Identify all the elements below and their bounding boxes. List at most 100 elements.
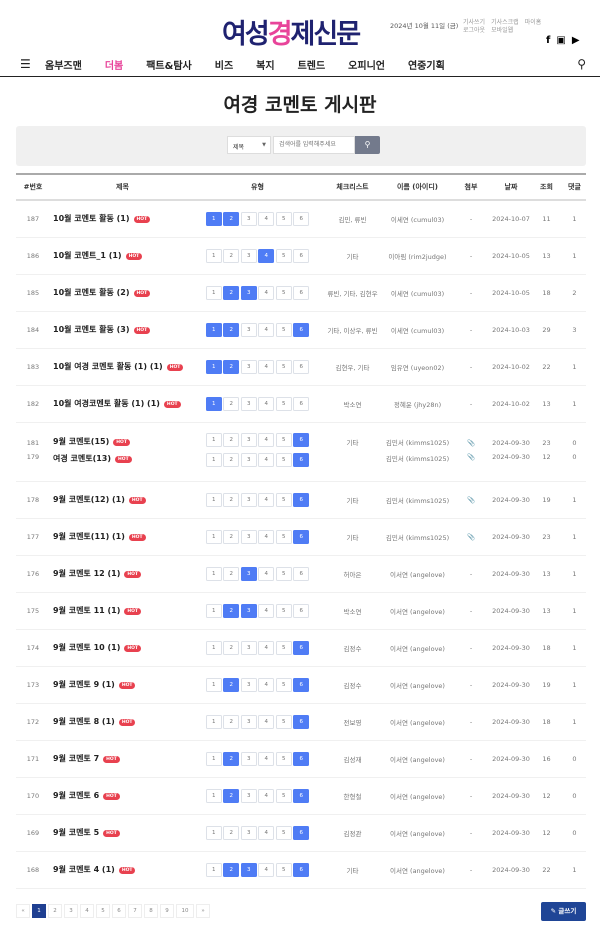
- table-row[interactable]: 183 10월 여경 코멘토 활동 (1) (1) HOT 1 2 3 4 5 6 김현우, 기타…: [16, 348, 586, 386]
- table-row[interactable]: 186 10월 코멘트_1 (1) HOT 1 2 3 4 5 6 기타 이아림 (rim2judg…: [16, 237, 586, 275]
- post-title-link[interactable]: 9월 코멘토 9 (1): [53, 680, 115, 689]
- page-button[interactable]: 4: [80, 904, 94, 918]
- hot-badge: HOT: [128, 534, 146, 541]
- post-title-link[interactable]: 9월 코멘토 10 (1): [53, 643, 121, 652]
- scrap-link[interactable]: 기사스크랩: [491, 19, 519, 26]
- title-cell: 9월 코멘토 6 HOT: [50, 777, 195, 815]
- post-title-link[interactable]: 9월 코멘토 6: [53, 791, 100, 800]
- page-button[interactable]: 3: [64, 904, 78, 918]
- post-title-link[interactable]: 9월 코멘토(12) (1): [53, 495, 125, 504]
- post-number: 170: [16, 777, 50, 815]
- site-logo[interactable]: 여성경제신문: [222, 12, 361, 51]
- post-number: 183: [16, 348, 50, 386]
- nav-item[interactable]: 옴부즈맨: [45, 60, 82, 72]
- prev-page-button[interactable]: «: [16, 904, 30, 918]
- table-row[interactable]: 185 10월 코멘토 활동 (2) HOT 1 2 3 4 5 6 류빈, 기타, 김현우 이세연…: [16, 274, 586, 312]
- type-box: 5: [275, 248, 292, 263]
- table-row[interactable]: 178 9월 코멘토(12) (1) HOT 1 2 3 4 5 6 기타 김민서 (kimms10…: [16, 481, 586, 519]
- page-button[interactable]: 7: [128, 904, 142, 918]
- table-row[interactable]: 170 9월 코멘토 6 HOT 1 2 3 4 5 6 한형철 이서연 (angelove) -20…: [16, 777, 586, 815]
- table-row[interactable]: 168 9월 코멘토 4 (1) HOT 1 2 3 4 5 6 기타 이서연 (angelove)…: [16, 851, 586, 889]
- file-cell: 📎: [466, 439, 476, 447]
- type-box: 4: [258, 640, 275, 655]
- table-row[interactable]: 171 9월 코멘토 7 HOT 1 2 3 4 5 6 김성재 이서연 (angelove) -20…: [16, 740, 586, 778]
- table-row[interactable]: 181 9월 코멘토(15) HOT 1 2 3 4 5 6 기타 김민서 (kimms1025) 📎…: [16, 422, 586, 450]
- post-title-link[interactable]: 9월 코멘토 7: [53, 754, 100, 763]
- type-box: 4: [258, 751, 275, 766]
- next-page-button[interactable]: »: [196, 904, 210, 918]
- post-title-link[interactable]: 9월 코멘토(11) (1): [53, 532, 125, 541]
- table-row[interactable]: 177 9월 코멘토(11) (1) HOT 1 2 3 4 5 6 기타 김민서 (kimms10…: [16, 518, 586, 556]
- type-box: 1: [205, 640, 222, 655]
- table-row[interactable]: 179 여경 코멘토(13) HOT 1 2 3 4 5 6 김민서 (kimms1025) 📎 20…: [16, 450, 586, 482]
- myhome-link[interactable]: 마이홈: [524, 19, 542, 26]
- comments-cell: 3: [563, 311, 586, 349]
- blog-icon[interactable]: ▣: [556, 35, 566, 46]
- post-title-link[interactable]: 9월 코멘토 8 (1): [53, 717, 115, 726]
- type-box: 1: [205, 211, 222, 226]
- page-button[interactable]: 10: [176, 904, 194, 918]
- type-box: 2: [223, 825, 240, 840]
- table-row[interactable]: 187 10월 코멘토 활동 (1) HOT 1 2 3 4 5 6 김민, 류빈 이세연 (cum…: [16, 200, 586, 238]
- page-button[interactable]: 9: [160, 904, 174, 918]
- nav-item[interactable]: 트렌드: [297, 60, 326, 72]
- logout-link[interactable]: 로그아웃: [463, 27, 486, 34]
- nav-item[interactable]: 복지: [256, 60, 275, 72]
- table-row[interactable]: 182 10월 여경코멘토 활동 (1) (1) HOT 1 2 3 4 5 6 박소연 정혜윤 (…: [16, 385, 586, 423]
- page-button[interactable]: 2: [48, 904, 62, 918]
- type-box: 1: [205, 453, 222, 467]
- page-button[interactable]: 8: [144, 904, 158, 918]
- post-title-link[interactable]: 10월 코멘토 활동 (3): [53, 325, 130, 334]
- name-cell: 임유연 (uyeon02): [385, 348, 450, 386]
- nav-item[interactable]: 더봄: [104, 60, 124, 72]
- table-row[interactable]: 173 9월 코멘토 9 (1) HOT 1 2 3 4 5 6 김정수 이서연 (angelove…: [16, 666, 586, 704]
- type-box: 5: [275, 211, 292, 226]
- date-cell: 2024-09-30: [492, 555, 530, 593]
- youtube-icon[interactable]: ▶: [571, 35, 580, 46]
- page-button[interactable]: 1: [32, 904, 46, 918]
- title-cell: 9월 코멘토 4 (1) HOT: [50, 851, 195, 889]
- page-button[interactable]: 6: [112, 904, 126, 918]
- nav-item[interactable]: 연중기획: [407, 60, 445, 72]
- table-row[interactable]: 176 9월 코멘토 12 (1) HOT 1 2 3 4 5 6 허아은 이서연 (angelov…: [16, 555, 586, 593]
- post-title-link[interactable]: 9월 코멘토 4 (1): [53, 865, 115, 874]
- search-button[interactable]: ⚲: [355, 136, 380, 154]
- search-icon[interactable]: ⚲: [577, 57, 586, 71]
- table-row[interactable]: 172 9월 코멘토 8 (1) HOT 1 2 3 4 5 6 전보영 이서연 (angelove…: [16, 703, 586, 741]
- write-button[interactable]: ✎ 글쓰기: [541, 902, 586, 921]
- post-title-link[interactable]: 9월 코멘토 11 (1): [53, 606, 121, 615]
- type-box: 2: [223, 211, 240, 226]
- column-header: 이름 (아이디): [385, 174, 450, 201]
- facebook-icon[interactable]: f: [546, 35, 551, 46]
- table-row[interactable]: 169 9월 코멘토 5 HOT 1 2 3 4 5 6 김정관 이서연 (angelove) -20…: [16, 814, 586, 852]
- menu-icon[interactable]: ☰: [20, 57, 31, 71]
- post-title-link[interactable]: 10월 코멘트_1 (1): [53, 251, 122, 260]
- write-article-link[interactable]: 기사쓰기: [463, 19, 486, 26]
- mobile-web-link[interactable]: 모바일웹: [491, 27, 514, 34]
- nav-item[interactable]: 오피니언: [348, 60, 385, 72]
- table-row[interactable]: 174 9월 코멘토 10 (1) HOT 1 2 3 4 5 6 김정수 이서연 (angelov…: [16, 629, 586, 667]
- post-title-link[interactable]: 10월 여경 코멘토 활동 (1) (1): [53, 362, 163, 371]
- table-row[interactable]: 175 9월 코멘토 11 (1) HOT 1 2 3 4 5 6 박소연 이서연 (angelov…: [16, 592, 586, 630]
- nav-item[interactable]: 팩트&탐사: [146, 60, 192, 72]
- file-cell: 📎: [450, 450, 492, 482]
- post-title-link[interactable]: 10월 여경코멘토 활동 (1) (1): [53, 399, 160, 408]
- post-title-link[interactable]: 10월 코멘토 활동 (2): [53, 288, 130, 297]
- post-title-link[interactable]: 9월 코멘토(15): [53, 437, 110, 446]
- nav-item[interactable]: 비즈: [214, 60, 234, 72]
- search-input[interactable]: [273, 136, 355, 154]
- hot-badge: HOT: [118, 719, 136, 726]
- post-title-link[interactable]: 9월 코멘토 12 (1): [53, 569, 121, 578]
- post-title-link[interactable]: 여경 코멘토(13): [53, 454, 112, 463]
- page-button[interactable]: 5: [96, 904, 110, 918]
- type-box: 4: [258, 359, 275, 374]
- search-field-select[interactable]: 제목 ▼: [227, 136, 271, 154]
- table-row[interactable]: 184 10월 코멘토 활동 (3) HOT 1 2 3 4 5 6 기타, 이상우, 류빈 이세연…: [16, 311, 586, 349]
- type-box: 1: [205, 788, 222, 803]
- post-title-link[interactable]: 10월 코멘토 활동 (1): [53, 214, 130, 224]
- post-title-link[interactable]: 9월 코멘토 5: [53, 828, 100, 837]
